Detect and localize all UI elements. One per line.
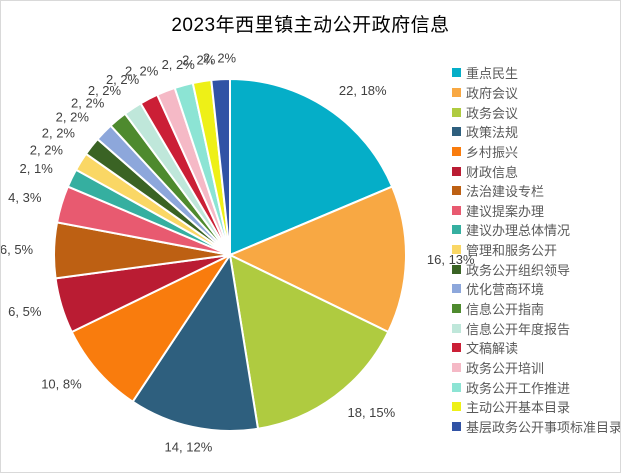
pie-slice-18[interactable] [210,77,231,256]
legend-item-0[interactable]: 重点民生 [452,63,620,83]
slice-data-label-16: 2, 2% [162,57,196,72]
legend-label: 法治建设专栏 [466,184,545,200]
pie-slice-2[interactable] [228,253,390,430]
slice-data-label-10: 2, 2% [42,125,76,140]
pie-slice-4[interactable] [70,252,233,404]
legend-swatch-icon [452,146,461,156]
legend-swatch-icon [452,402,461,412]
legend-item-11[interactable]: 优化营商环境 [452,279,620,299]
slice-data-label-13: 2, 2% [88,83,122,98]
chart-title: 2023年西里镇主动公开政府信息 [171,15,450,36]
slice-data-label-4: 10, 8% [41,377,82,392]
legend-label: 信息公开年度报告 [466,321,571,337]
slice-data-label-15: 2, 2% [125,64,159,79]
slice-data-label-7: 4, 3% [8,190,42,205]
pie-slice-1[interactable] [227,185,407,334]
slice-data-label-1: 16, 13% [427,252,475,267]
pie-slice-3[interactable] [131,252,260,432]
legend-label: 政府会议 [466,85,519,101]
legend-item-14[interactable]: 文稿解读 [452,338,620,358]
legend-swatch-icon [452,205,461,215]
legend-label: 建议办理总体情况 [466,223,571,239]
slice-data-label-11: 2, 2% [56,110,90,125]
legend-item-16[interactable]: 政务公开工作推进 [452,377,620,397]
slice-data-label-17: 2, 2% [182,53,216,68]
slice-data-label-18: 2, 2% [203,50,237,65]
legend-swatch-icon [452,382,461,392]
legend-item-1[interactable]: 政府会议 [452,83,620,103]
legend-swatch-icon [452,264,461,274]
legend-label: 主动公开基本目录 [466,400,571,416]
legend-label: 乡村振兴 [466,144,519,160]
legend-swatch-icon [452,323,461,333]
legend-item-9[interactable]: 管理和服务公开 [452,240,620,260]
legend-label: 政务公开组织领导 [466,262,571,278]
slice-data-label-9: 2, 2% [30,143,64,158]
slice-data-label-0: 22, 18% [339,83,387,98]
legend-swatch-icon [452,343,461,353]
legend-item-7[interactable]: 建议提案办理 [452,200,620,220]
slice-data-label-2: 18, 15% [348,405,396,420]
legend: 重点民生政府会议政务会议政策法规乡村振兴财政信息法治建设专栏 建议提案办理建议办理… [452,63,621,437]
legend-item-17[interactable]: 主动公开基本目录 [452,397,620,417]
legend-swatch-icon [452,284,461,294]
legend-item-15[interactable]: 政务公开培训 [452,358,620,378]
legend-item-3[interactable]: 政策法规 [452,122,620,142]
legend-swatch-icon [452,362,461,372]
legend-label: 财政信息 [466,164,519,180]
slice-data-label-12: 2, 2% [71,95,105,110]
legend-label: 基层政务公开事项标准目录 [466,419,621,435]
legend-label: 信息公开指南 [466,302,545,317]
legend-swatch-icon [452,225,461,235]
legend-item-4[interactable]: 乡村振兴 [452,142,620,162]
legend-item-2[interactable]: 政务会议 [452,102,620,122]
legend-item-18[interactable]: 基层政务公开事项标准目录 [452,417,621,437]
legend-label: 政务公开工作推进 [466,380,571,396]
legend-item-12[interactable]: 信息公开指南 [452,299,620,319]
legend-label: 重点民生 [466,66,519,82]
legend-swatch-icon [452,245,461,255]
slice-data-label-6: 6, 5% [1,242,34,257]
legend-label: 政务会议 [466,105,519,121]
legend-label: 管理和服务公开 [466,243,558,259]
slice-data-label-3: 14, 12% [165,440,213,455]
legend-label: 政务公开培训 [466,360,545,376]
legend-swatch-icon [452,166,461,176]
legend-swatch-icon [452,304,461,313]
legend-label: 优化营商环境 [466,282,545,298]
legend-item-10[interactable]: 政务公开组织领导 [452,259,620,279]
legend-swatch-icon [452,87,461,97]
legend-label: 建议提案办理 [466,203,545,219]
legend-swatch-icon [452,107,461,117]
legend-item-6[interactable]: 法治建设专栏 [452,181,620,201]
legend-swatch-icon [452,127,461,137]
legend-label: 文稿解读 [466,341,519,357]
slice-data-label-14: 2, 2% [106,72,140,87]
legend-swatch-icon [452,421,461,431]
legend-item-5[interactable]: 财政信息 [452,161,620,181]
pie-slice-0[interactable] [229,77,394,257]
legend-swatch-icon [452,186,461,196]
slice-data-label-8: 2, 1% [20,161,54,176]
legend-item-13[interactable]: 信息公开年度报告 [452,318,620,338]
legend-label: 政策法规 [466,125,519,141]
legend-item-8[interactable]: 建议办理总体情况 [452,220,620,240]
legend-swatch-icon [452,68,461,78]
slice-data-label-5: 6, 5% [8,304,42,319]
